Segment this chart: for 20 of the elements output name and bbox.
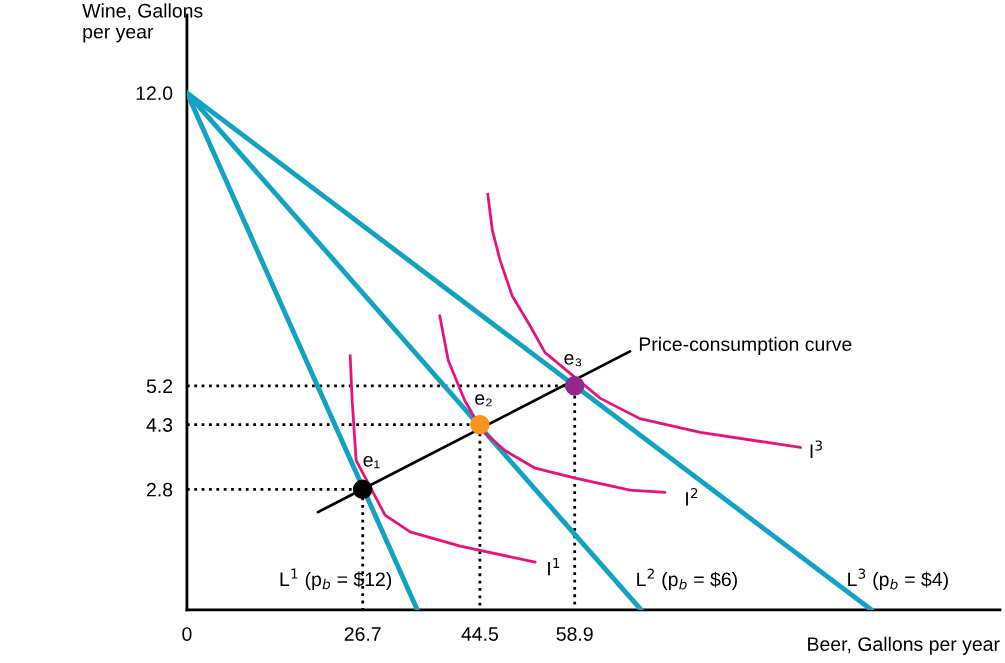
series-label: e₃ [564,354,582,367]
x-tick-label: 58.9 [556,627,593,641]
y-tick-label: 12.0 [136,86,173,101]
series-label: e₁ [363,456,380,469]
series-label: e₂ [475,394,492,407]
y-tick-label: 4.3 [146,418,173,432]
series-label: I$^{1}$ [548,557,560,576]
x-tick-label: 26.7 [344,627,381,641]
series-label: L$^{1}$ (p$_{b}$ = $12) [280,568,392,591]
y-tick-label: 5.2 [146,379,173,394]
x-tick-label: 0 [182,627,192,641]
series-label: L$^{3}$ (p$_{b}$ = $4) [848,568,948,591]
series-label: L$^{2}$ (p$_{b}$ = $6) [637,568,737,591]
y-tick-label: 2.8 [146,482,173,497]
series-label: Price-consumption curve [639,336,852,355]
x-tick-label: 44.5 [461,627,498,641]
y-axis-title: Wine, Gallons per year [82,3,203,43]
series-label: I$^{3}$ [810,440,822,458]
series-label: I$^{2}$ [686,487,698,506]
x-axis-title: Beer, Gallons per year [808,636,1000,655]
